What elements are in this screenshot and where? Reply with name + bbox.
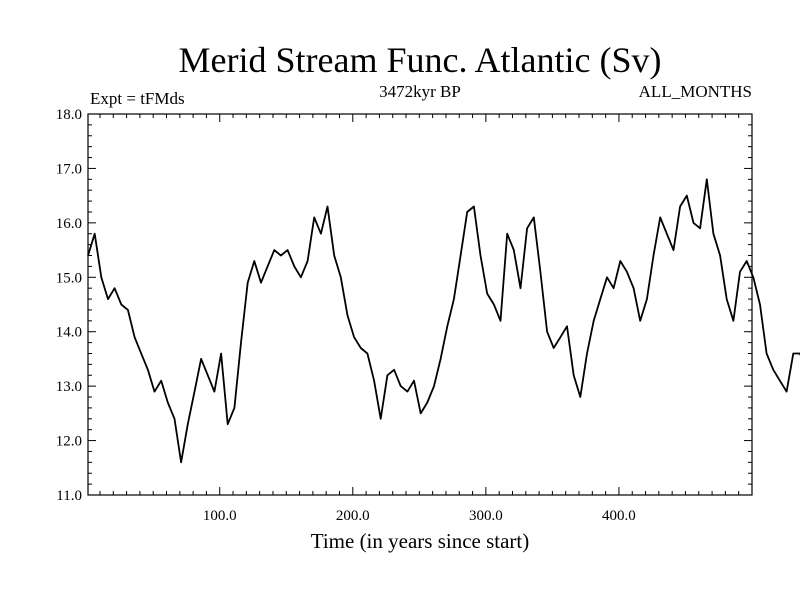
x-tick-label: 300.0	[469, 508, 503, 524]
x-axis: 100.0 200.0 300.0 400.0	[99, 114, 740, 524]
x-tick-label: 200.0	[336, 508, 370, 524]
y-tick-label: 17.0	[56, 161, 82, 177]
y-tick-label: 11.0	[56, 488, 82, 504]
series-line-0	[87, 178, 800, 464]
y-tick-label: 16.0	[56, 216, 82, 232]
chart-subtitle-left: Expt = tFMds	[90, 89, 185, 108]
y-tick-label: 13.0	[56, 379, 82, 395]
y-tick-label: 14.0	[56, 325, 82, 341]
chart-subtitle-center: 3472kyr BP	[379, 82, 461, 101]
chart-title: Merid Stream Func. Atlantic (Sv)	[179, 40, 662, 80]
y-tick-label: 15.0	[56, 270, 82, 286]
y-tick-label: 12.0	[56, 434, 82, 450]
x-axis-label: Time (in years since start)	[311, 529, 530, 553]
chart-subtitle-right: ALL_MONTHS	[639, 82, 752, 101]
x-tick-label: 400.0	[602, 508, 636, 524]
series-layer	[87, 178, 800, 464]
y-axis: 11.0 12.0 13.0 14.0 15.0 16.0 17.0 18.0	[56, 107, 752, 504]
y-tick-label: 18.0	[56, 107, 82, 123]
plot-frame	[87, 113, 753, 496]
x-tick-label: 100.0	[203, 508, 237, 524]
